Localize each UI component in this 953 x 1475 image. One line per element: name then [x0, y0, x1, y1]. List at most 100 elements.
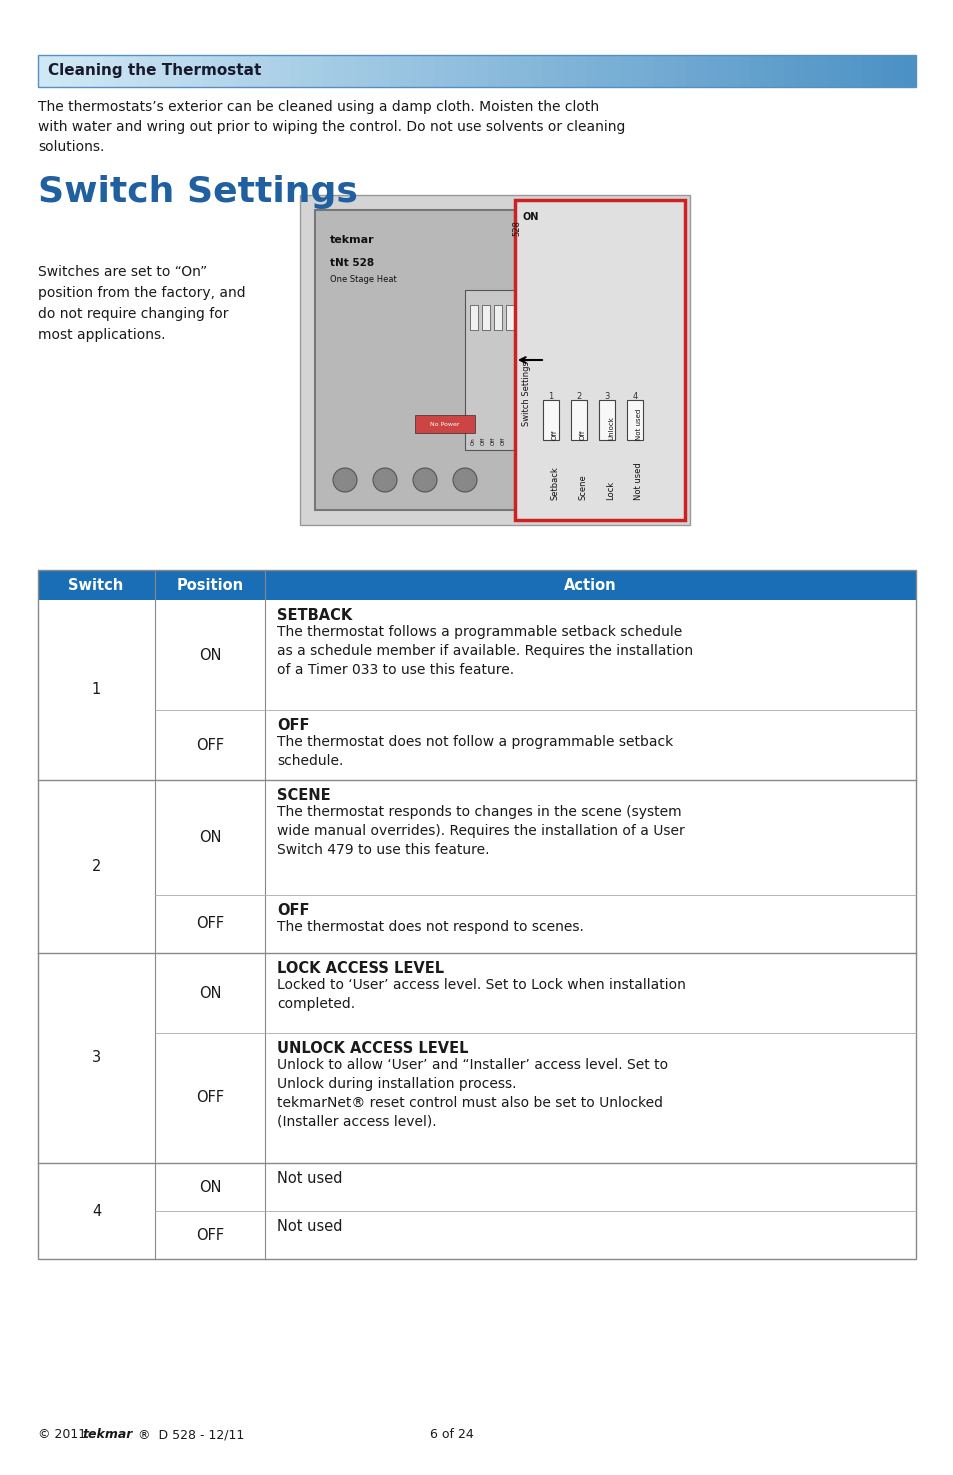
Text: Off: Off	[490, 437, 495, 445]
Bar	[82, 55, 93, 87]
Bar	[104, 55, 115, 87]
Text: 528: 528	[512, 220, 521, 236]
Bar	[290, 55, 301, 87]
Bar	[268, 55, 279, 87]
Circle shape	[373, 468, 396, 493]
Bar	[314, 209, 524, 510]
Text: OFF: OFF	[276, 903, 309, 917]
Text: OFF: OFF	[276, 718, 309, 733]
Bar	[641, 55, 653, 87]
Text: Switch Settings: Switch Settings	[38, 176, 357, 209]
Bar	[608, 55, 619, 87]
Bar	[213, 55, 225, 87]
Bar	[476, 55, 488, 87]
Bar	[323, 55, 335, 87]
Bar	[510, 55, 521, 87]
Bar	[515, 201, 684, 521]
Bar	[399, 55, 411, 87]
Text: 3: 3	[603, 392, 609, 401]
Bar	[224, 55, 235, 87]
Text: Switch: Switch	[69, 578, 124, 593]
Bar	[470, 305, 477, 330]
Bar	[505, 305, 514, 330]
Bar	[301, 55, 313, 87]
Bar	[532, 55, 543, 87]
Text: OFF: OFF	[195, 1090, 224, 1105]
Bar	[598, 55, 609, 87]
Text: The thermostat responds to changes in the scene (system
wide manual overrides). : The thermostat responds to changes in th…	[276, 805, 684, 857]
Text: OFF: OFF	[195, 1227, 224, 1242]
Text: OFF: OFF	[195, 916, 224, 932]
Text: On: On	[470, 437, 475, 445]
Bar	[904, 55, 916, 87]
Bar	[871, 55, 882, 87]
Bar	[685, 55, 697, 87]
Text: Not used: Not used	[276, 1171, 342, 1186]
Bar	[202, 55, 213, 87]
Bar	[38, 569, 915, 1260]
Bar	[571, 400, 586, 440]
Text: The thermostat does not follow a programmable setback
schedule.: The thermostat does not follow a program…	[276, 735, 673, 768]
Bar	[443, 55, 456, 87]
Bar	[71, 55, 82, 87]
Text: ON: ON	[522, 212, 538, 223]
Bar	[38, 55, 915, 87]
Bar	[783, 55, 795, 87]
Text: ON: ON	[198, 1180, 221, 1195]
Text: Position: Position	[176, 578, 243, 593]
Text: Locked to ‘User’ access level. Set to Lock when installation
completed.: Locked to ‘User’ access level. Set to Lo…	[276, 978, 685, 1010]
Bar	[126, 55, 137, 87]
Bar	[619, 55, 631, 87]
Bar	[520, 55, 532, 87]
Text: ON: ON	[198, 648, 221, 662]
Text: 6 of 24: 6 of 24	[430, 1428, 474, 1441]
Text: One Stage Heat: One Stage Heat	[330, 274, 396, 285]
Text: © 2011: © 2011	[38, 1428, 94, 1441]
Bar	[718, 55, 729, 87]
Bar	[421, 55, 434, 87]
Text: tekmar: tekmar	[330, 235, 375, 245]
Text: 2: 2	[91, 858, 101, 875]
Bar	[415, 414, 475, 434]
Text: ON: ON	[198, 830, 221, 845]
Text: ON: ON	[198, 985, 221, 1000]
Bar	[334, 55, 345, 87]
Text: Not used: Not used	[276, 1218, 342, 1235]
Bar	[805, 55, 817, 87]
Text: UNLOCK ACCESS LEVEL: UNLOCK ACCESS LEVEL	[276, 1041, 468, 1056]
Bar	[464, 291, 515, 450]
Bar	[158, 55, 170, 87]
Bar	[411, 55, 422, 87]
Bar	[246, 55, 257, 87]
Text: Not used: Not used	[636, 409, 641, 440]
Bar	[630, 55, 641, 87]
Bar	[542, 400, 558, 440]
Text: 3: 3	[91, 1050, 101, 1065]
Text: Cleaning the Thermostat: Cleaning the Thermostat	[48, 63, 261, 78]
Bar	[817, 55, 828, 87]
Bar	[663, 55, 675, 87]
Text: Unlock: Unlock	[607, 416, 614, 440]
Bar	[729, 55, 740, 87]
Bar	[586, 55, 598, 87]
Text: SETBACK: SETBACK	[276, 608, 352, 622]
Bar	[377, 55, 389, 87]
Bar	[893, 55, 904, 87]
Bar	[674, 55, 685, 87]
Text: 4: 4	[91, 1204, 101, 1218]
Bar	[795, 55, 806, 87]
Text: The thermostat does not respond to scenes.: The thermostat does not respond to scene…	[276, 920, 583, 934]
Bar	[652, 55, 663, 87]
Text: Not used: Not used	[634, 462, 643, 500]
Bar	[576, 55, 587, 87]
Bar	[849, 55, 861, 87]
Text: Switches are set to “On”
position from the factory, and
do not require changing : Switches are set to “On” position from t…	[38, 266, 245, 342]
Text: Off: Off	[500, 437, 505, 445]
Bar	[49, 55, 60, 87]
Text: No Power: No Power	[430, 422, 459, 426]
Text: The thermostats’s exterior can be cleaned using a damp cloth. Moisten the cloth
: The thermostats’s exterior can be cleane…	[38, 100, 625, 153]
Text: Action: Action	[563, 578, 616, 593]
Text: SCENE: SCENE	[276, 788, 331, 802]
Bar	[60, 55, 71, 87]
Bar	[92, 55, 104, 87]
